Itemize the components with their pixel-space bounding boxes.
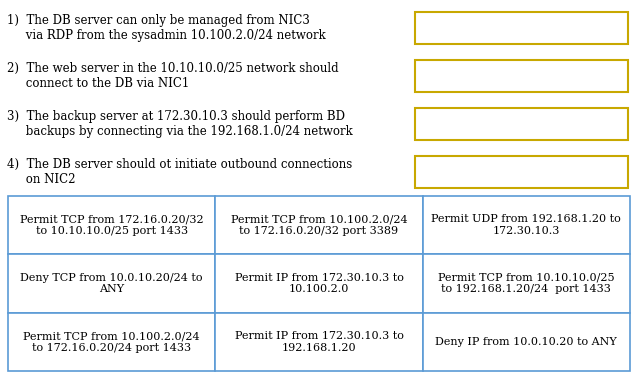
- Bar: [415, 109, 628, 139]
- Bar: [215, 196, 423, 255]
- Bar: [415, 61, 628, 91]
- Text: Permit TCP from 10.10.10.0/25
to 192.168.1.20/24  port 1433: Permit TCP from 10.10.10.0/25 to 192.168…: [438, 273, 615, 294]
- Bar: [215, 313, 423, 371]
- Bar: [423, 196, 630, 255]
- Bar: [423, 313, 630, 371]
- Text: Permit TCP from 172.16.0.20/32
to 10.10.10.0/25 port 1433: Permit TCP from 172.16.0.20/32 to 10.10.…: [20, 215, 203, 236]
- Text: 1)  The DB server can only be managed from NIC3
     via RDP from the sysadmin 1: 1) The DB server can only be managed fro…: [7, 14, 326, 42]
- Bar: [8, 313, 215, 371]
- Text: 4)  The DB server should ot initiate outbound connections
     on NIC2: 4) The DB server should ot initiate outb…: [7, 158, 352, 186]
- Text: 3)  The backup server at 172.30.10.3 should perform BD
     backups by connectin: 3) The backup server at 172.30.10.3 shou…: [7, 110, 353, 138]
- Bar: [215, 255, 423, 313]
- Bar: [8, 196, 215, 255]
- Text: Permit IP from 172.30.10.3 to
10.100.2.0: Permit IP from 172.30.10.3 to 10.100.2.0: [234, 273, 403, 294]
- Text: 2)  The web server in the 10.10.10.0/25 network should
     connect to the DB vi: 2) The web server in the 10.10.10.0/25 n…: [7, 62, 339, 90]
- Text: Permit TCP from 10.100.2.0/24
to 172.16.0.20/32 port 3389: Permit TCP from 10.100.2.0/24 to 172.16.…: [231, 215, 407, 236]
- Text: Permit TCP from 10.100.2.0/24
to 172.16.0.20/24 port 1433: Permit TCP from 10.100.2.0/24 to 172.16.…: [24, 331, 200, 353]
- Bar: [415, 13, 628, 43]
- Text: Deny TCP from 10.0.10.20/24 to
ANY: Deny TCP from 10.0.10.20/24 to ANY: [20, 273, 203, 294]
- Text: Permit IP from 172.30.10.3 to
192.168.1.20: Permit IP from 172.30.10.3 to 192.168.1.…: [234, 331, 403, 353]
- Text: Permit UDP from 192.168.1.20 to
172.30.10.3: Permit UDP from 192.168.1.20 to 172.30.1…: [431, 215, 621, 236]
- Bar: [8, 255, 215, 313]
- Text: Deny IP from 10.0.10.20 to ANY: Deny IP from 10.0.10.20 to ANY: [436, 337, 617, 347]
- Bar: [423, 255, 630, 313]
- Bar: [415, 156, 628, 187]
